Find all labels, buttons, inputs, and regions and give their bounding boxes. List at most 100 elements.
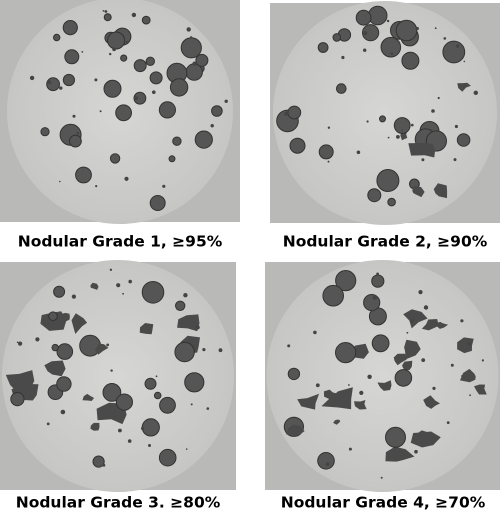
speck [81, 51, 84, 53]
graphite-flake [354, 400, 367, 410]
graphite-flake [412, 185, 425, 198]
graphite-nodule [180, 37, 202, 59]
speck [224, 99, 228, 104]
graphite-nodule [48, 311, 58, 322]
speck [76, 131, 80, 135]
speck [162, 184, 166, 188]
speck [141, 426, 145, 431]
graphite-nodule [393, 117, 411, 134]
graphite-nodule [379, 115, 386, 123]
graphite-nodule [376, 169, 400, 192]
graphite-nodule [141, 15, 151, 25]
micrograph [0, 260, 236, 492]
speck [366, 120, 369, 123]
speck [59, 180, 61, 183]
speck [206, 407, 210, 410]
speck [437, 96, 440, 100]
graphite-nodule [380, 36, 402, 58]
graphite-flake [436, 321, 449, 329]
speck [469, 394, 471, 397]
graphite-flake [139, 323, 154, 335]
graphite-nodule [442, 40, 466, 64]
graphite-flake [351, 343, 369, 359]
speck [418, 290, 423, 295]
speck [134, 96, 139, 101]
speck [348, 384, 350, 386]
graphite-nodule [387, 197, 396, 207]
graphite-nodule [75, 166, 92, 184]
graphite-nodule [335, 342, 357, 364]
speck [190, 36, 193, 39]
micrograph [265, 260, 500, 492]
graphite-nodule [133, 91, 147, 105]
graphite-flake [377, 380, 392, 391]
graphite-nodule [120, 54, 128, 62]
graphite-nodule [102, 383, 122, 402]
micrograph [270, 1, 500, 225]
speck [356, 150, 361, 155]
graphite-nodule [153, 391, 162, 400]
graphite-nodule [169, 78, 189, 97]
speck [372, 295, 378, 300]
speck [396, 135, 400, 139]
graphite-nodule [103, 13, 112, 22]
speck [59, 86, 63, 90]
graphite-flake [94, 343, 109, 355]
graphite-nodule [363, 294, 381, 312]
graphite-nodule [168, 155, 176, 163]
graphite-nodule [335, 270, 357, 292]
speck [359, 390, 364, 395]
graphite-nodule [53, 285, 66, 298]
speck [432, 386, 436, 390]
graphite-flake [5, 370, 35, 393]
speck [106, 343, 110, 347]
graphite-nodule [145, 56, 156, 66]
speck [401, 129, 403, 131]
graphite-flake [44, 360, 66, 377]
micrograph [0, 0, 240, 224]
speck [461, 375, 463, 377]
graphite-flake [177, 314, 200, 332]
speck [122, 292, 124, 295]
speck [414, 449, 418, 454]
graphite-flake [474, 384, 487, 395]
graphite-nodule [56, 343, 74, 360]
speck [183, 293, 188, 298]
speck [421, 158, 425, 162]
speck [148, 444, 151, 447]
graphite-nodule [51, 343, 59, 352]
speck [155, 375, 158, 378]
speck [481, 359, 484, 362]
graphite-nodule [115, 104, 132, 122]
graphite-nodule [367, 5, 388, 26]
speck [315, 383, 320, 388]
speck [415, 26, 419, 31]
graphite-nodule [64, 49, 80, 65]
graphite-nodule [172, 136, 182, 146]
graphite-nodule [107, 31, 126, 50]
graphite-nodule [40, 127, 50, 137]
graphite-flake [333, 419, 341, 425]
graphite-nodule [287, 105, 302, 120]
speck [128, 279, 132, 284]
graphite-flake [297, 393, 320, 410]
speck [406, 331, 409, 334]
graphite-flake [82, 393, 95, 401]
speck [102, 463, 106, 467]
speck [386, 19, 390, 23]
speck [460, 319, 464, 323]
graphite-nodule [149, 195, 166, 211]
graphite-flake [402, 360, 413, 371]
graphite-nodule [10, 392, 25, 407]
graphite-flake [393, 353, 407, 366]
graphite-nodule [211, 105, 223, 117]
speck [109, 268, 113, 271]
speck [35, 337, 40, 342]
speck [124, 176, 129, 181]
speck [325, 462, 330, 466]
speck [46, 422, 50, 426]
speck [455, 44, 460, 48]
graphite-nodule [174, 341, 195, 363]
caption: Nodular Grade 3. ≥80% [16, 494, 221, 512]
graphite-nodule [56, 376, 72, 392]
